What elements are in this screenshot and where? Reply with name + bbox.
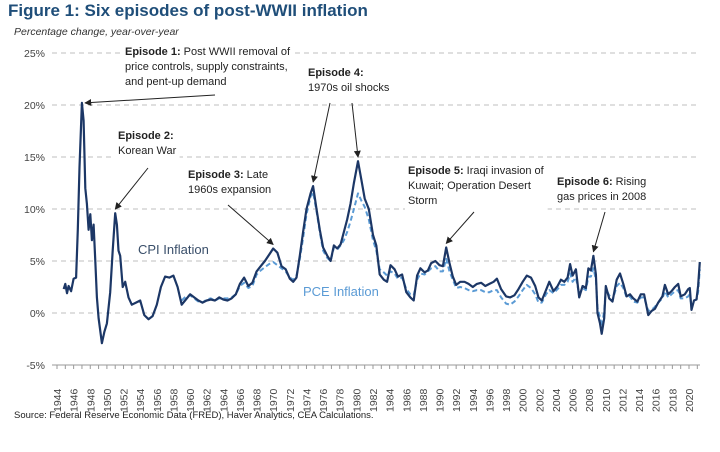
- x-tick-label: 1986: [401, 388, 413, 412]
- x-tick-label: 1946: [69, 388, 81, 412]
- annotation-text: Kuwait; Operation Desert: [408, 180, 531, 192]
- x-tick-label: 1952: [119, 388, 131, 412]
- x-tick-label: 1956: [152, 388, 164, 412]
- annotation-text: Late: [244, 169, 268, 181]
- annotation-arrow: [114, 167, 149, 210]
- annotation-background: [305, 65, 393, 97]
- x-tick-label: 1976: [318, 388, 330, 412]
- x-tick-label: 2010: [601, 388, 613, 412]
- x-tick-label: 2018: [667, 388, 679, 412]
- x-tick-label: 1954: [135, 388, 147, 412]
- annotation-ep1: Episode 1: Post WWII removal of price con…: [125, 46, 291, 88]
- annotation-heading: Episode 6:: [557, 176, 613, 188]
- annotation-text: Rising: [613, 176, 647, 188]
- annotation-arrow: [351, 102, 361, 158]
- annotation-arrow: [591, 211, 606, 253]
- x-tick-label: 2006: [568, 388, 580, 412]
- annotation-ep5: Episode 5: Iraqi invasion of Kuwait; Oper…: [408, 165, 545, 207]
- annotation-text: price controls, supply constraints,: [125, 61, 288, 73]
- annotation-arrow: [84, 94, 216, 107]
- y-tick-label: 25%: [24, 48, 45, 60]
- annotation-heading: Episode 5:: [408, 165, 464, 177]
- x-tick-label: 1962: [202, 388, 214, 412]
- y-tick-label: 15%: [24, 152, 45, 164]
- annotation-background: [122, 44, 294, 91]
- x-tick-label: 2020: [684, 388, 696, 412]
- annotation-ep2: Episode 2: Korean War: [118, 130, 177, 157]
- annotation-arrow: [311, 102, 331, 183]
- x-tick-label: 1992: [451, 388, 463, 412]
- annotation-ep6: Episode 6: Rising gas prices in 2008: [557, 176, 646, 203]
- annotation-background: [405, 163, 548, 210]
- x-tick-label: 1960: [185, 388, 197, 412]
- x-tick-label: 2016: [651, 388, 663, 412]
- y-tick-label: 5%: [30, 256, 45, 268]
- x-tick-label: 1974: [301, 388, 313, 412]
- x-tick-label: 1958: [168, 388, 180, 412]
- x-tick-label: 2004: [551, 388, 563, 412]
- y-axis-label: Percentage change, year-over-year: [14, 26, 179, 38]
- chart-title: Figure 1: Six episodes of post-WWII infl…: [8, 1, 368, 20]
- x-tick-label: 1994: [468, 388, 480, 412]
- x-tick-label: 1948: [85, 388, 97, 412]
- pce-series-label: PCE Inflation: [303, 284, 379, 299]
- annotation-arrow: [227, 204, 274, 245]
- x-tick-label: 1990: [435, 388, 447, 412]
- y-tick-label: 20%: [24, 100, 45, 112]
- annotation-text: 1970s oil shocks: [308, 82, 390, 94]
- x-tick-label: 1988: [418, 388, 430, 412]
- x-tick-label: 2000: [518, 388, 530, 412]
- x-tick-label: 1984: [385, 388, 397, 412]
- cpi-series-line: [62, 101, 701, 345]
- annotation-text: Storm: [408, 195, 437, 207]
- annotation-background: [115, 128, 180, 160]
- annotation-text: 1960s expansion: [188, 184, 271, 196]
- annotation-text: Korean War: [118, 145, 177, 157]
- x-tick-label: 1950: [102, 388, 114, 412]
- y-tick-label: 0%: [30, 308, 45, 320]
- annotation-arrow: [445, 211, 475, 245]
- x-tick-label: 2008: [584, 388, 596, 412]
- annotation-heading: Episode 3:: [188, 169, 244, 181]
- annotation-ep4: Episode 4: 1970s oil shocks: [308, 67, 390, 94]
- x-tick-label: 1968: [252, 388, 264, 412]
- x-tick-label: 1966: [235, 388, 247, 412]
- x-tick-label: 1944: [52, 388, 64, 412]
- x-tick-label: 1970: [268, 388, 280, 412]
- cpi-series-label: CPI Inflation: [138, 242, 209, 257]
- annotation-background: [185, 167, 275, 199]
- x-tick-label: 1978: [335, 388, 347, 412]
- x-tick-label: 2012: [617, 388, 629, 412]
- x-tick-label: 1972: [285, 388, 297, 412]
- annotation-text: and pent-up demand: [125, 76, 227, 88]
- x-tick-label: 1982: [368, 388, 380, 412]
- source-note: Source: Federal Reserve Economic Data (F…: [14, 410, 374, 421]
- pce-series-line: [181, 191, 701, 328]
- annotation-heading: Episode 1:: [125, 46, 181, 58]
- x-tick-label: 1998: [501, 388, 513, 412]
- annotation-heading: Episode 4:: [308, 67, 364, 79]
- annotation-text: Iraqi invasion of: [464, 165, 545, 177]
- x-tick-label: 1980: [351, 388, 363, 412]
- annotation-text: Post WWII removal of: [181, 46, 291, 58]
- x-tick-label: 1964: [218, 388, 230, 412]
- x-tick-label: 1996: [484, 388, 496, 412]
- y-tick-label: 10%: [24, 204, 45, 216]
- x-tick-label: 2014: [634, 388, 646, 412]
- annotation-heading: Episode 2:: [118, 130, 174, 142]
- y-tick-label: -5%: [26, 360, 45, 372]
- x-tick-label: 2002: [534, 388, 546, 412]
- annotation-ep3: Episode 3: Late 1960s expansion: [188, 169, 271, 196]
- annotation-background: [554, 174, 650, 206]
- annotation-text: gas prices in 2008: [557, 191, 646, 203]
